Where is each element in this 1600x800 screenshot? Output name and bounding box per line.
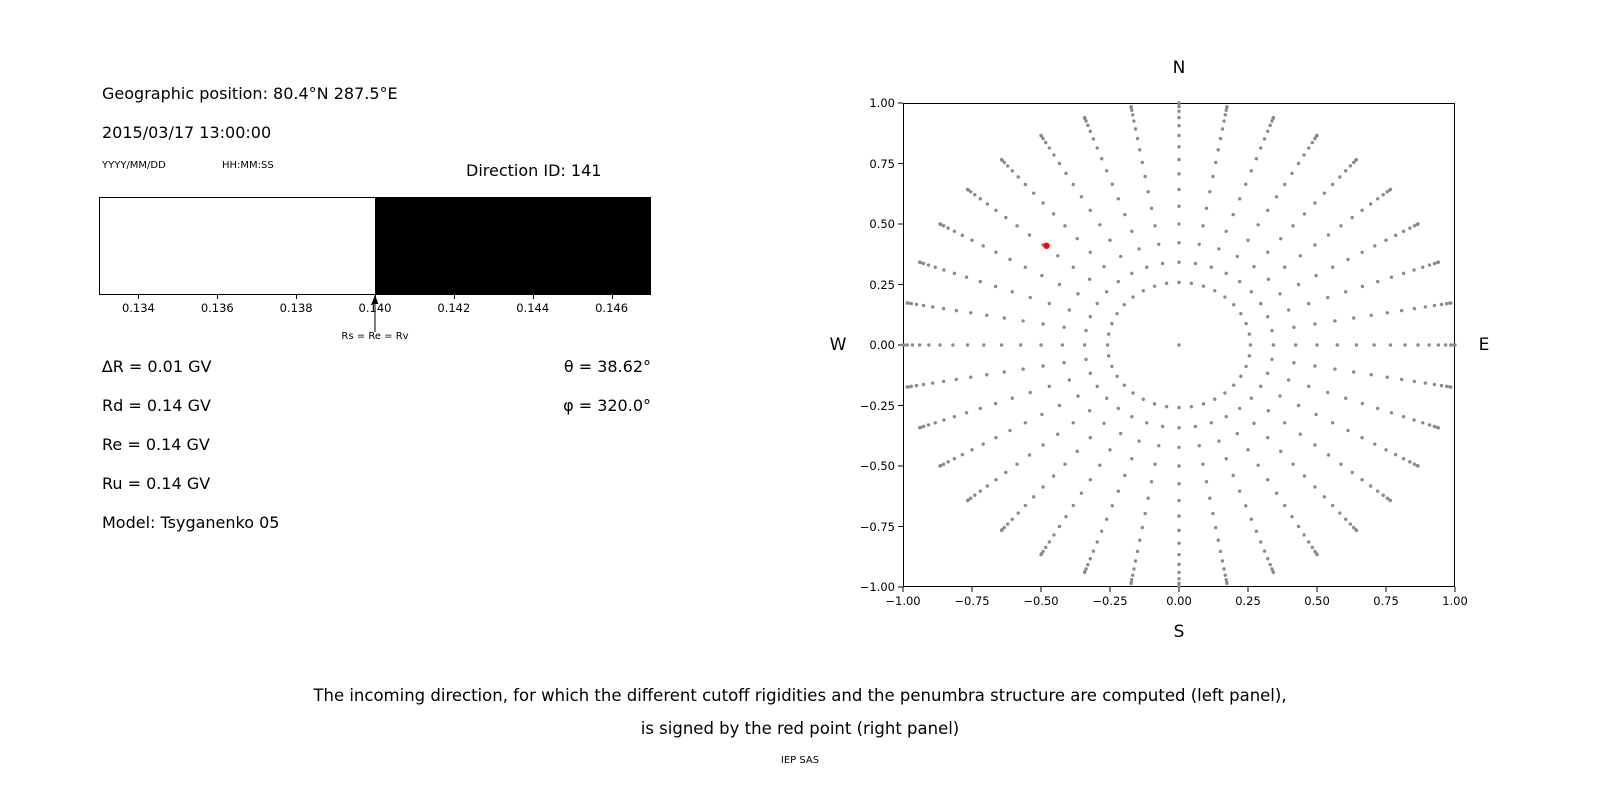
x-tick-label: 0.50: [1304, 594, 1330, 608]
x-tick-label: 1.00: [1442, 594, 1468, 608]
datetime-label: 2015/03/17 13:00:00: [102, 123, 272, 142]
penumbra-tick-label: 0.144: [516, 301, 550, 315]
y-tick-label: 0.00: [869, 338, 895, 352]
penumbra-tick: [138, 295, 140, 299]
direction-plot: [898, 101, 1457, 592]
compass-east-label: E: [1478, 335, 1490, 355]
compass-north-label: N: [1172, 58, 1186, 78]
penumbra-tick: [611, 295, 613, 299]
x-tick-label: 0.00: [1166, 594, 1192, 608]
ru-value: Ru = 0.14 GV: [102, 474, 211, 493]
penumbra-tick-label: 0.146: [595, 301, 629, 315]
credit-label: IEP SAS: [780, 755, 820, 766]
y-tick-label: 0.50: [869, 217, 895, 231]
direction-scatter: [898, 101, 1457, 592]
theta-value: θ = 38.62°: [563, 357, 651, 376]
delta-r-value: ∆R = 0.01 GV: [102, 357, 212, 376]
direction-id-label: Direction ID: 141: [466, 161, 602, 180]
x-tick-label: −0.50: [1023, 594, 1059, 608]
penumbra-segment-forbidden: [375, 198, 650, 294]
x-tick-label: −0.75: [954, 594, 990, 608]
penumbra-tick: [217, 295, 219, 299]
penumbra-tick: [453, 295, 455, 299]
marker-arrow-icon: [371, 295, 379, 332]
penumbra-tick-label: 0.134: [121, 301, 155, 315]
y-tick-label: −0.25: [859, 398, 895, 413]
compass-west-label: W: [829, 335, 847, 355]
marker-arrow-label: Rs = Re = Rv: [341, 331, 409, 342]
selected-direction-point: [1043, 242, 1050, 249]
date-format-label: YYYY/MM/DD: [102, 160, 166, 171]
x-tick-label: −1.00: [885, 594, 921, 608]
y-tick-label: −0.50: [859, 459, 895, 473]
penumbra-tick: [296, 295, 298, 299]
x-tick-label: 0.75: [1373, 594, 1399, 608]
y-tick-label: −1.00: [859, 580, 895, 594]
x-tick-label: −0.25: [1092, 594, 1128, 608]
caption-line2: is signed by the red point (right panel): [640, 719, 960, 738]
direction-grid-dots: [901, 101, 1457, 589]
compass-south-label: S: [1173, 622, 1185, 642]
model-label: Model: Tsyganenko 05: [102, 513, 280, 532]
penumbra-tick-label: 0.138: [279, 301, 313, 315]
phi-value: φ = 320.0°: [563, 396, 651, 415]
penumbra-tick: [532, 295, 534, 299]
penumbra-tick-label: 0.142: [437, 301, 471, 315]
geographic-position-label: Geographic position: 80.4°N 287.5°E: [102, 84, 398, 103]
penumbra-plot: [99, 197, 651, 295]
y-tick-label: 0.75: [869, 156, 895, 171]
time-format-label: HH:MM:SS: [222, 160, 274, 171]
y-tick-label: 1.00: [869, 96, 895, 110]
y-tick-label: −0.75: [859, 519, 895, 534]
y-tick-label: 0.25: [869, 277, 895, 292]
caption-line1: The incoming direction, for which the di…: [313, 686, 1287, 705]
rd-value: Rd = 0.14 GV: [102, 396, 211, 415]
penumbra-tick-label: 0.136: [200, 301, 234, 315]
x-tick-label: 0.25: [1235, 594, 1261, 608]
penumbra-segment-allowed: [100, 198, 375, 294]
re-value: Re = 0.14 GV: [102, 435, 210, 454]
